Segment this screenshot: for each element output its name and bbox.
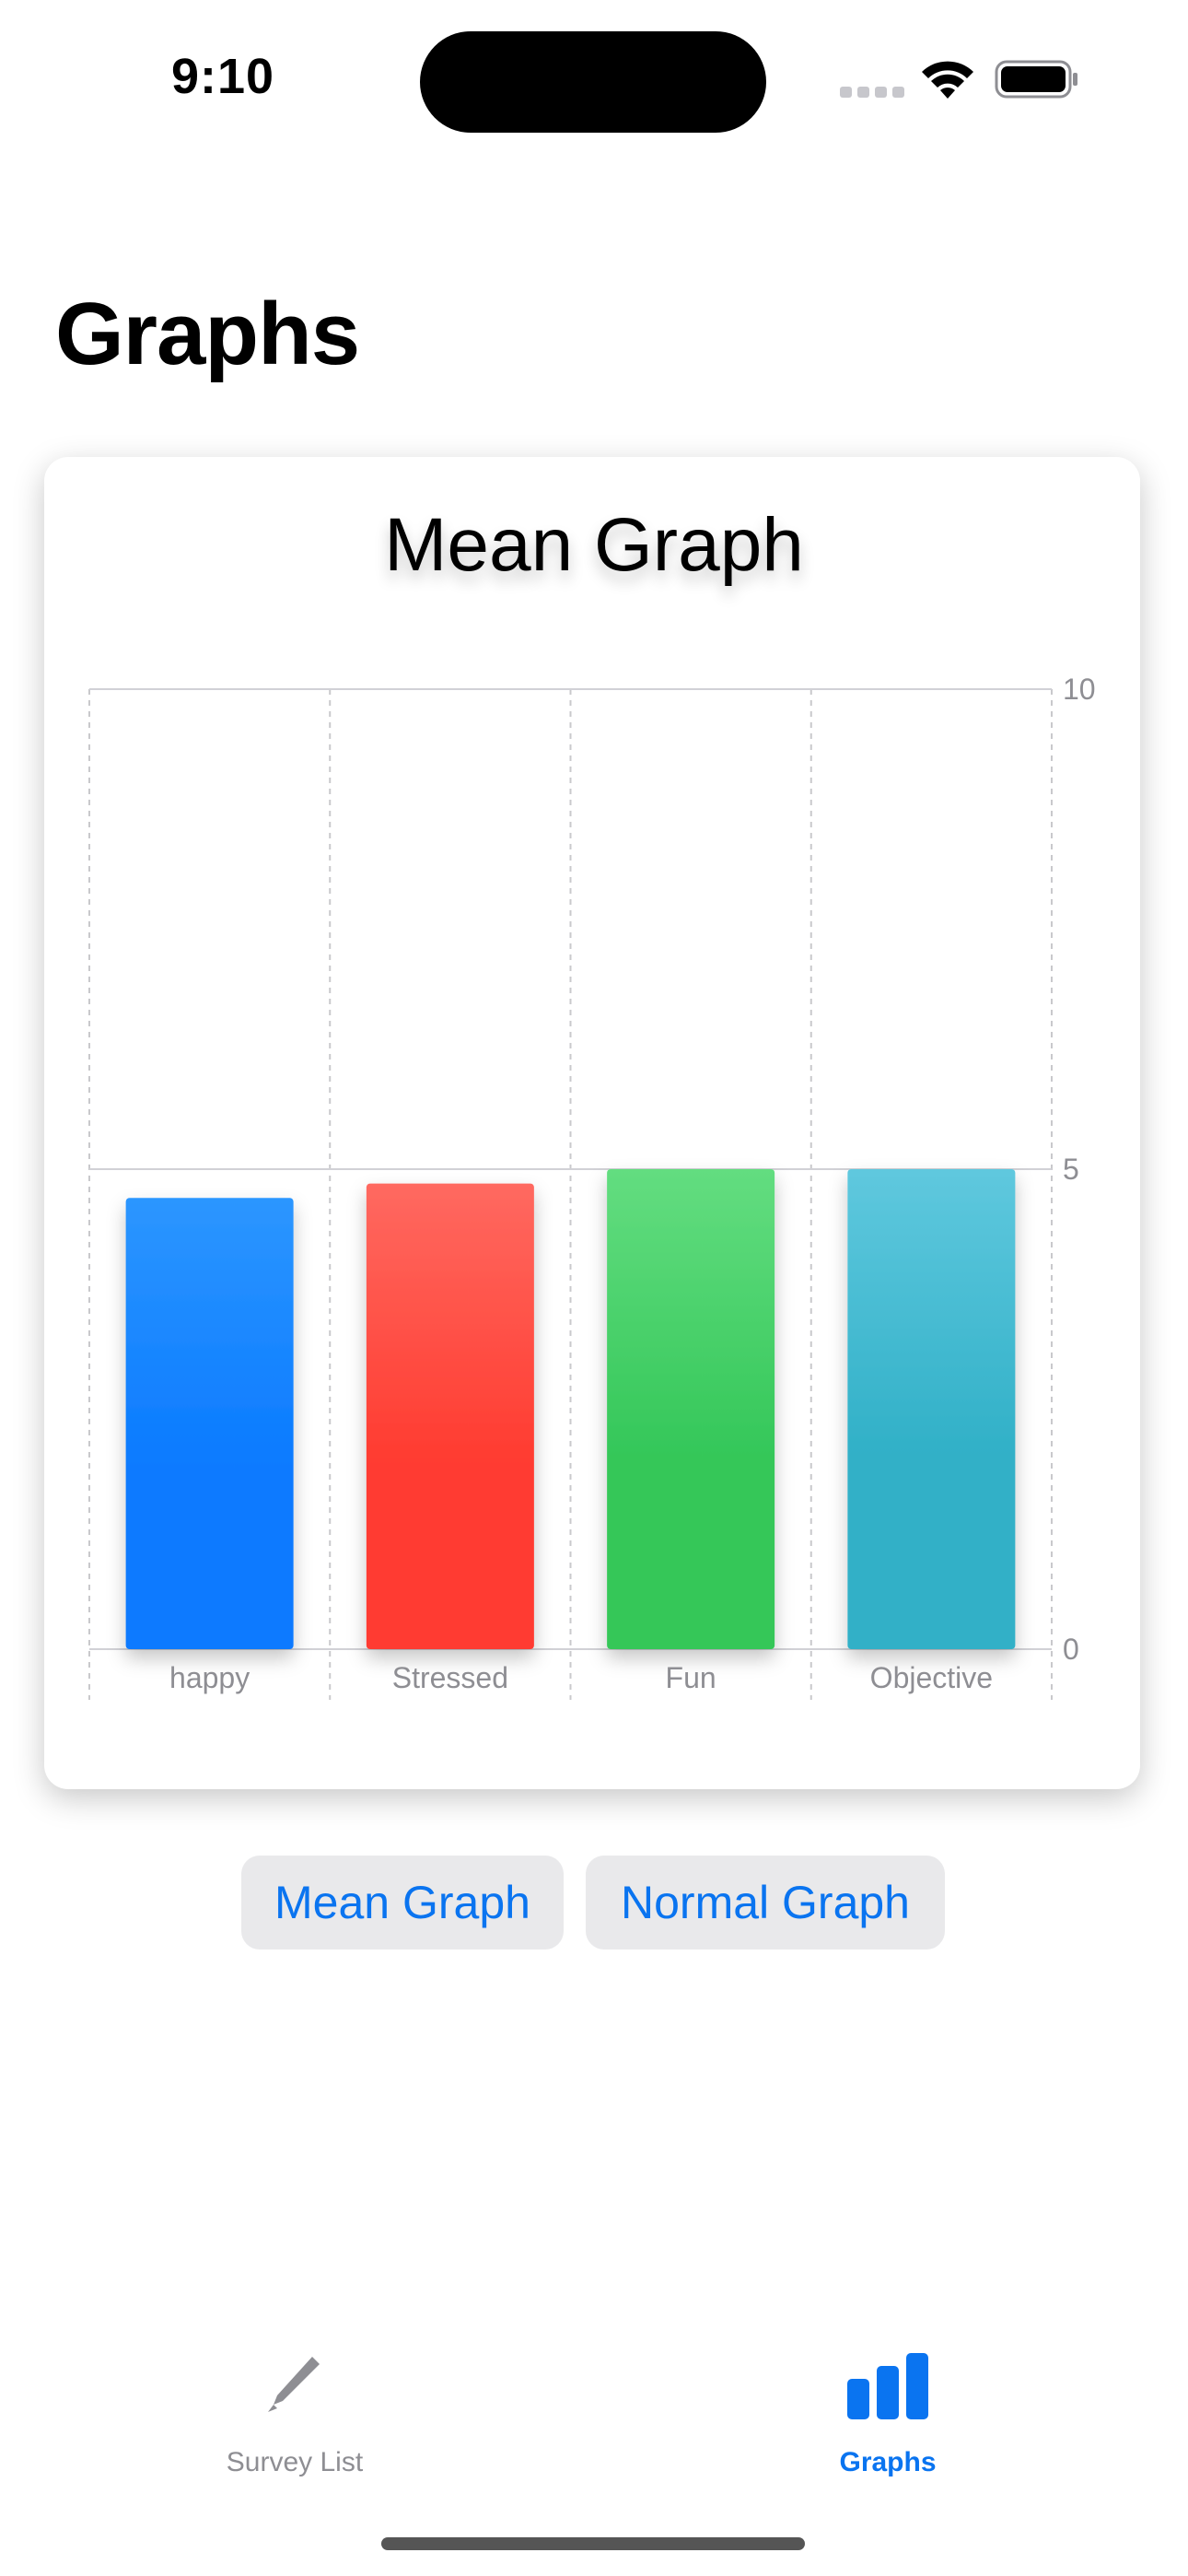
bar-chart-icon (847, 2353, 928, 2419)
page-title: Graphs (55, 285, 360, 383)
bar-objective (847, 1169, 1016, 1649)
bar-stressed (366, 1183, 534, 1649)
status-time: 9:10 (171, 49, 275, 104)
chart-title: Mean Graph (384, 503, 804, 587)
tab-survey-list-label: Survey List (226, 2447, 364, 2477)
tab-survey-list[interactable]: Survey List (157, 2351, 433, 2480)
tab-graphs[interactable]: Graphs (750, 2351, 1026, 2480)
home-indicator (381, 2537, 805, 2550)
chart-bars (125, 1169, 1016, 1649)
bar-fun (607, 1169, 775, 1649)
mean-graph-button[interactable]: Mean Graph (241, 1856, 564, 1950)
tab-graphs-label: Graphs (839, 2447, 937, 2477)
signal-icon (840, 87, 904, 98)
battery-icon (995, 60, 1077, 99)
wifi-icon (922, 61, 973, 99)
normal-graph-button[interactable]: Normal Graph (586, 1856, 945, 1950)
dynamic-island (420, 31, 766, 133)
bar-happy (125, 1198, 294, 1649)
pencil-icon (268, 2357, 320, 2412)
